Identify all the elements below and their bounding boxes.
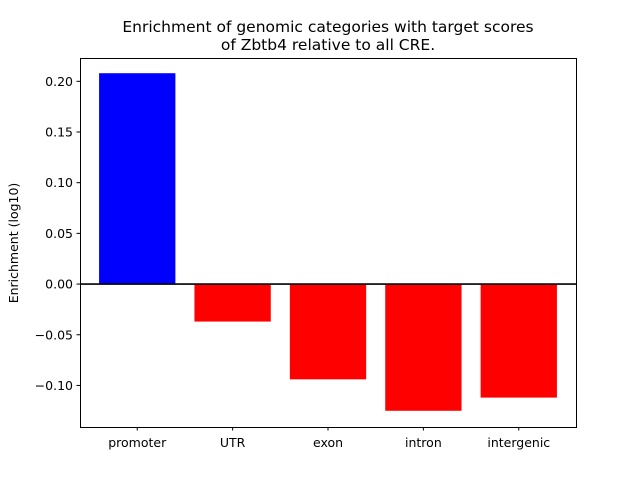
bar-exon xyxy=(289,284,367,380)
x-tick-label: exon xyxy=(313,435,343,450)
x-tick-label: intron xyxy=(405,435,442,450)
y-tick-label: −0.05 xyxy=(35,327,73,342)
y-axis-ticks: 0.20 0.15 0.10 0.05 0.00 −0.05 −0.10 xyxy=(35,74,80,393)
bar-UTR xyxy=(194,284,271,322)
bar-intron xyxy=(385,284,462,411)
x-tick-label: promoter xyxy=(108,435,167,450)
bars-group xyxy=(99,73,557,411)
chart-title-line-1: Enrichment of genomic categories with ta… xyxy=(122,18,533,36)
bar-intergenic xyxy=(480,284,557,398)
x-tick-label: UTR xyxy=(220,435,246,450)
y-tick-label: 0.00 xyxy=(45,277,73,292)
y-axis-label: Enrichment (log10) xyxy=(6,183,21,304)
bar-promoter xyxy=(99,73,176,285)
y-tick-label: 0.10 xyxy=(45,175,73,190)
chart-title-line-2: of Zbtb4 relative to all CRE. xyxy=(221,36,435,54)
x-axis-ticks: promoter UTR exon intron intergenic xyxy=(108,427,550,450)
x-tick-label: intergenic xyxy=(487,435,550,450)
y-tick-label: 0.15 xyxy=(45,125,73,140)
y-tick-label: −0.10 xyxy=(35,378,73,393)
y-tick-label: 0.05 xyxy=(45,226,73,241)
y-tick-label: 0.20 xyxy=(45,74,73,89)
